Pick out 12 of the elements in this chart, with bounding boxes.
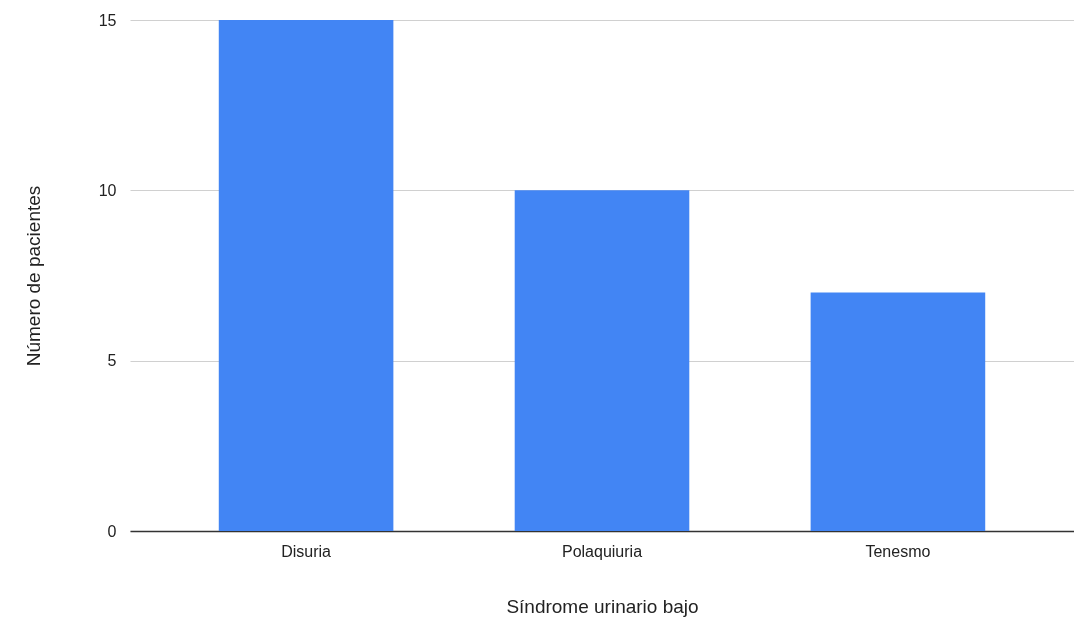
- x-axis-title: Síndrome urinario bajo: [506, 595, 699, 617]
- y-tick-label: 0: [107, 522, 117, 540]
- y-tick-label: 15: [98, 11, 117, 29]
- y-tick-label: 10: [98, 181, 117, 199]
- x-tick-label: Tenesmo: [865, 542, 931, 560]
- y-tick-label: 5: [107, 352, 117, 370]
- y-axis-title: Número de pacientes: [22, 185, 44, 367]
- bar: [514, 190, 690, 531]
- bar: [810, 292, 986, 531]
- x-tick-label: Disuria: [281, 542, 332, 560]
- x-tick-label: Polaquiuria: [561, 542, 643, 560]
- bar: [218, 20, 394, 531]
